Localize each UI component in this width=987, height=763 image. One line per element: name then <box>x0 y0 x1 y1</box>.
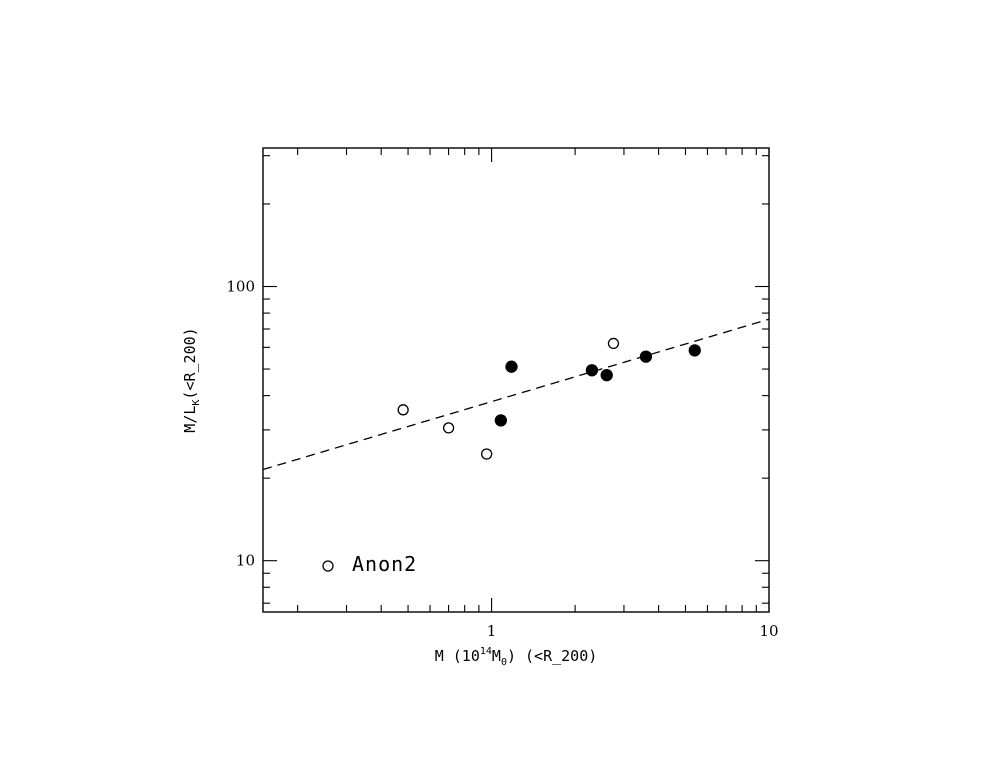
axis-ticks <box>263 148 770 612</box>
data-point-filled <box>494 414 507 427</box>
data-points <box>397 337 701 460</box>
data-point-filled <box>688 344 701 357</box>
y-axis-label: M/LK(<R_200) <box>181 327 202 432</box>
x-axis-label: M (1014M0) (<R_200) <box>435 646 598 668</box>
x-tick-label: 10 <box>759 622 778 640</box>
fit-line <box>262 318 770 471</box>
data-point-open <box>442 422 455 434</box>
data-point-open <box>397 404 409 416</box>
y-tick-label: 10 <box>236 552 255 570</box>
tick-labels: 1 10 10 100 <box>226 278 778 640</box>
data-point-open <box>481 448 493 460</box>
data-point-filled <box>600 369 613 382</box>
data-point-open <box>607 337 620 350</box>
data-point-filled <box>585 364 599 377</box>
legend-label: Anon2 <box>352 552 417 576</box>
legend: Anon2 <box>322 552 417 576</box>
x-tick-label: 1 <box>487 622 497 640</box>
data-point-filled <box>639 350 653 363</box>
data-point-filled <box>505 360 518 373</box>
y-tick-label: 100 <box>226 278 255 296</box>
legend-marker-open-circle <box>322 560 334 572</box>
plot-frame <box>262 147 770 613</box>
